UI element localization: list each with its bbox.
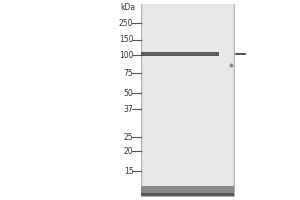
- Text: 37: 37: [124, 105, 134, 114]
- Text: kDa: kDa: [120, 3, 135, 12]
- Text: 15: 15: [124, 166, 134, 176]
- Text: 25: 25: [124, 132, 134, 142]
- Text: 50: 50: [124, 88, 134, 98]
- Bar: [141, 193, 234, 196]
- Bar: [142, 4, 232, 196]
- Text: 150: 150: [119, 36, 134, 45]
- Text: 75: 75: [124, 68, 134, 77]
- Bar: [141, 186, 234, 196]
- Text: 100: 100: [119, 50, 134, 60]
- Text: 250: 250: [119, 19, 134, 27]
- Bar: [141, 4, 234, 196]
- Bar: [141, 52, 219, 56]
- Text: 20: 20: [124, 146, 134, 156]
- Bar: [144, 53, 216, 54]
